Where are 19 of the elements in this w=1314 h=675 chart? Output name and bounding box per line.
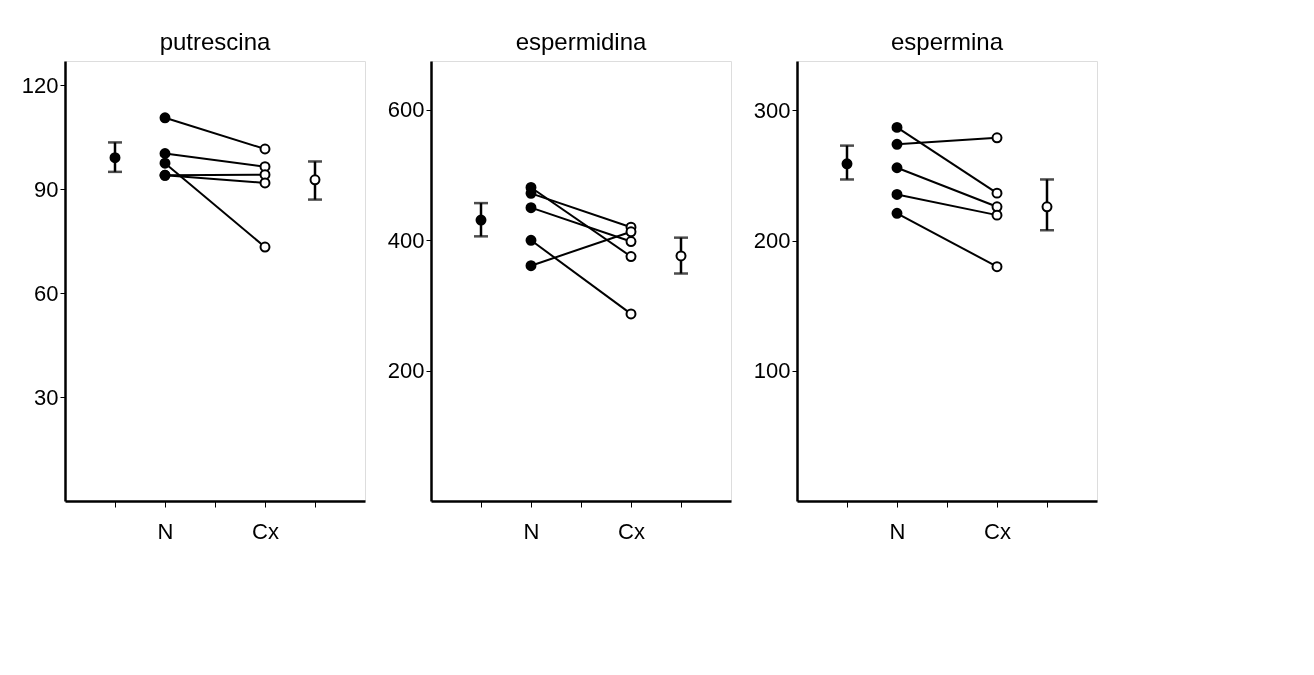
chart-title: espermina [890,28,1004,55]
chart-title: espermidina [515,28,648,55]
y-tick-label: 120 [21,72,59,98]
x-tick-label: N [889,518,906,544]
y-tick-label: 600 [387,97,425,123]
y-tick-label: 200 [753,228,791,254]
y-tick-label: 90 [34,176,59,202]
y-tick-label: 300 [753,97,791,123]
y-tick-label: 200 [387,358,425,384]
x-tick-label: N [157,518,174,544]
y-tick-label: 30 [34,384,59,410]
y-tick-label: 400 [387,227,425,253]
x-tick-label: Cx [252,518,279,544]
x-tick-label: N [523,518,540,544]
x-tick-label: Cx [618,518,645,544]
y-tick-label: 60 [34,280,59,306]
x-tick-label: Cx [984,518,1011,544]
chart-title: putrescina [159,28,272,55]
y-tick-label: 100 [753,358,791,384]
